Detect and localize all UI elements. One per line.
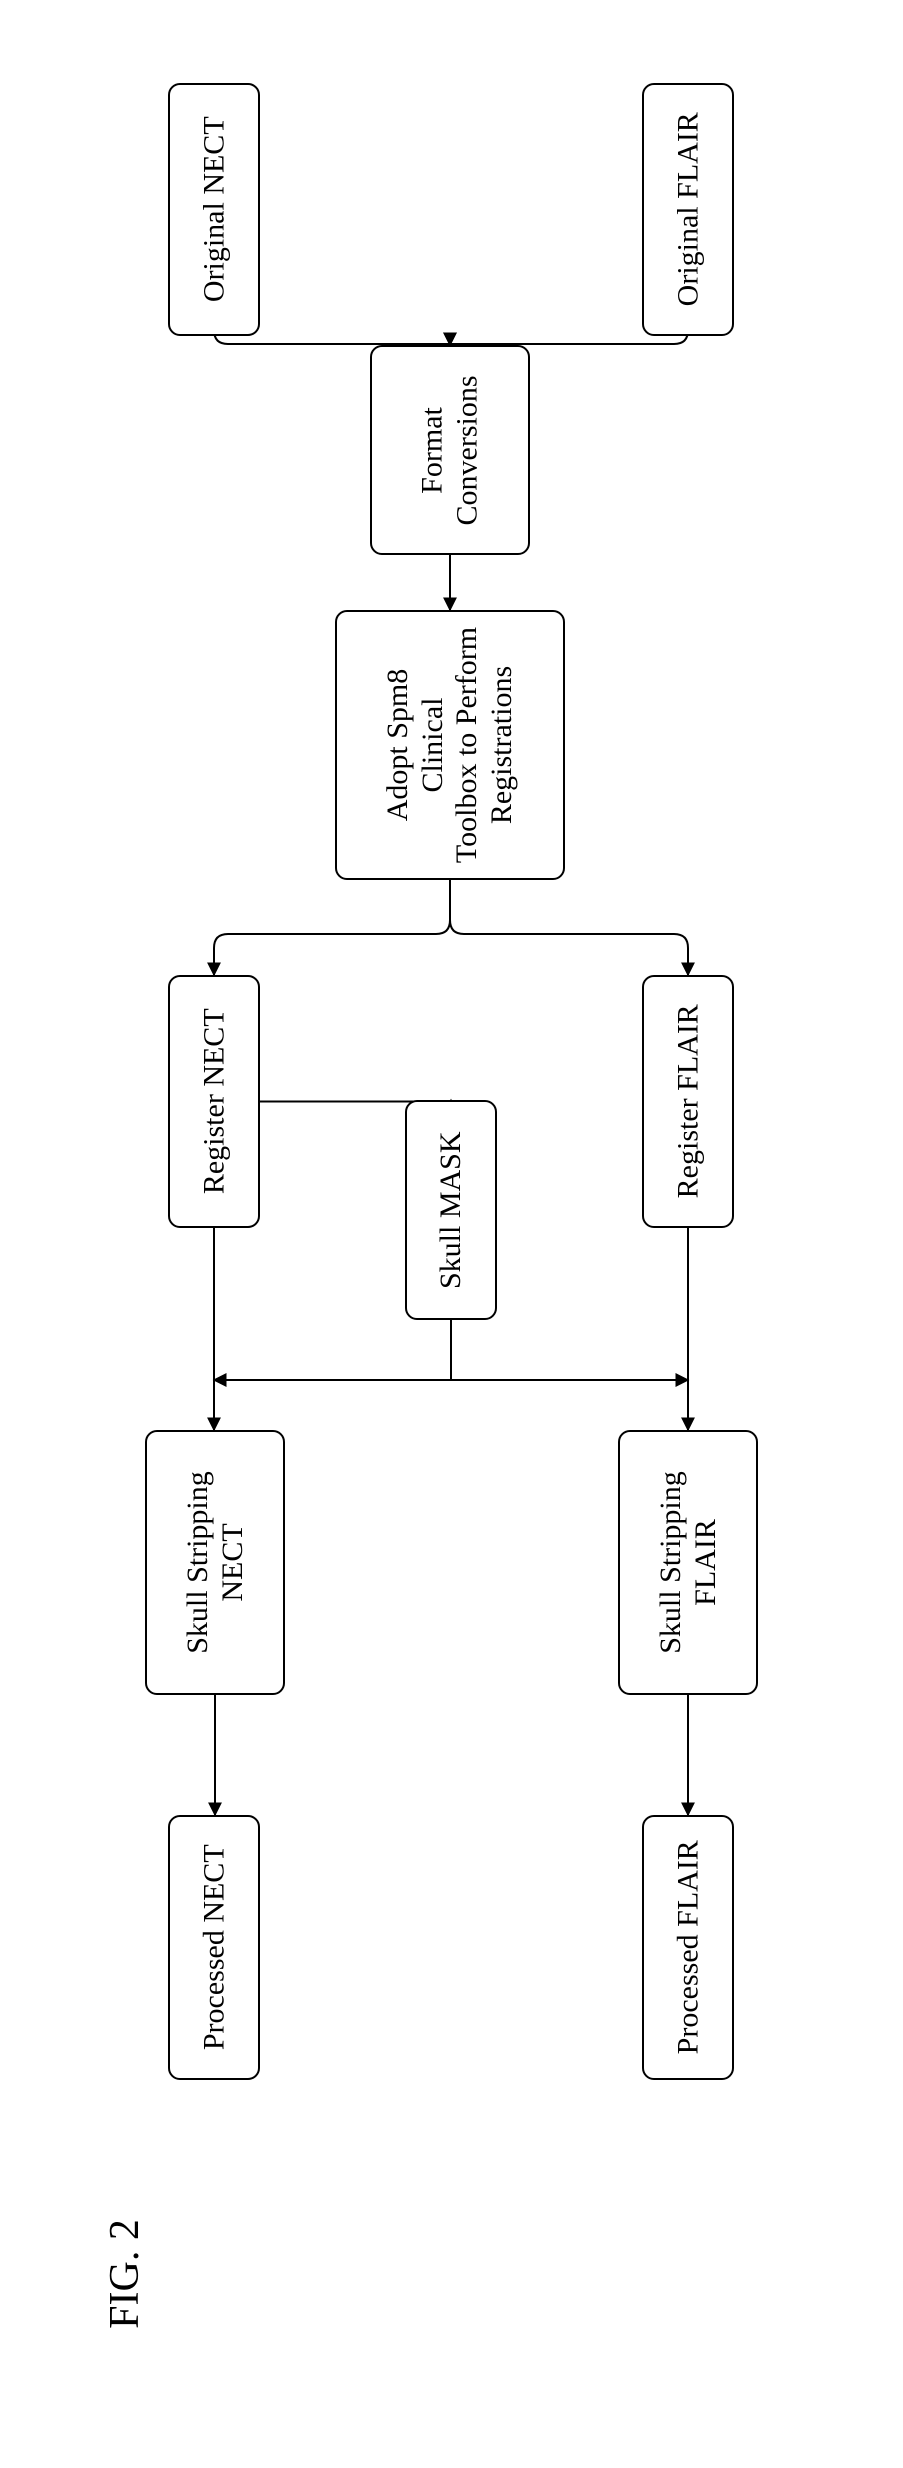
node-label: Adopt Spm8 Clinical Toolbox to Perform R… xyxy=(381,618,519,872)
node-format-conversions: Format Conversions xyxy=(370,345,530,555)
node-label: Processed NECT xyxy=(197,1823,232,2072)
node-original-nect: Original NECT xyxy=(168,83,260,336)
node-processed-flair: Processed FLAIR xyxy=(642,1815,734,2080)
node-skull-strip-nect: Skull Stripping NECT xyxy=(145,1430,285,1695)
flowchart-canvas: Original FLAIR Original NECT Format Conv… xyxy=(0,0,903,2468)
node-label: Skull Stripping FLAIR xyxy=(654,1438,723,1687)
node-label: Original FLAIR xyxy=(671,91,706,328)
node-register-nect: Register NECT xyxy=(168,975,260,1228)
node-spm8-toolbox: Adopt Spm8 Clinical Toolbox to Perform R… xyxy=(335,610,565,880)
figure-label: FIG. 2 xyxy=(101,2219,149,2329)
node-label: Format Conversions xyxy=(416,353,485,547)
node-original-flair: Original FLAIR xyxy=(642,83,734,336)
node-label: Register FLAIR xyxy=(671,983,706,1220)
node-processed-nect: Processed NECT xyxy=(168,1815,260,2080)
node-label: Original NECT xyxy=(197,91,232,328)
node-skull-strip-flair: Skull Stripping FLAIR xyxy=(618,1430,758,1695)
node-label: Skull MASK xyxy=(434,1108,469,1312)
node-label: Processed FLAIR xyxy=(671,1823,706,2072)
node-register-flair: Register FLAIR xyxy=(642,975,734,1228)
node-label: Register NECT xyxy=(197,983,232,1220)
node-label: Skull Stripping NECT xyxy=(181,1438,250,1687)
node-skull-mask: Skull MASK xyxy=(405,1100,497,1320)
